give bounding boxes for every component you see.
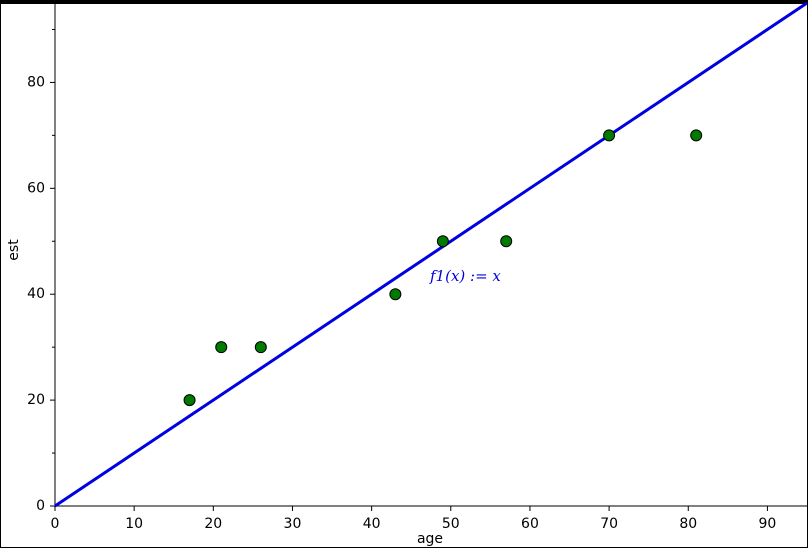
x-tick-label: 30: [284, 516, 302, 532]
point: [603, 129, 616, 142]
point: [500, 235, 513, 248]
x-axis-label: age: [417, 531, 443, 547]
point: [436, 235, 449, 248]
fit-line: [54, 1, 808, 508]
top-bar: [0, 0, 808, 4]
point: [215, 341, 228, 354]
x-tick-label: 40: [363, 516, 381, 532]
annotation: f1(x) := x: [429, 267, 501, 285]
x-tick-label: 20: [204, 516, 222, 532]
x-tick-label: 10: [125, 516, 143, 532]
x-tick-label: 0: [51, 516, 60, 532]
y-tick-label: 80: [27, 74, 45, 90]
point: [389, 288, 402, 301]
point: [183, 394, 196, 407]
x-tick-label: 50: [442, 516, 460, 532]
y-tick-label: 0: [36, 498, 45, 514]
x-tick-label: 60: [521, 516, 539, 532]
x-tick-label: 90: [759, 516, 777, 532]
point: [690, 129, 703, 142]
x-tick-label: 80: [679, 516, 697, 532]
y-tick-label: 40: [27, 286, 45, 302]
y-tick-label: 60: [27, 180, 45, 196]
y-axis-label: est: [6, 239, 22, 261]
y-tick-label: 20: [27, 392, 45, 408]
x-tick-label: 70: [600, 516, 618, 532]
point: [254, 341, 267, 354]
